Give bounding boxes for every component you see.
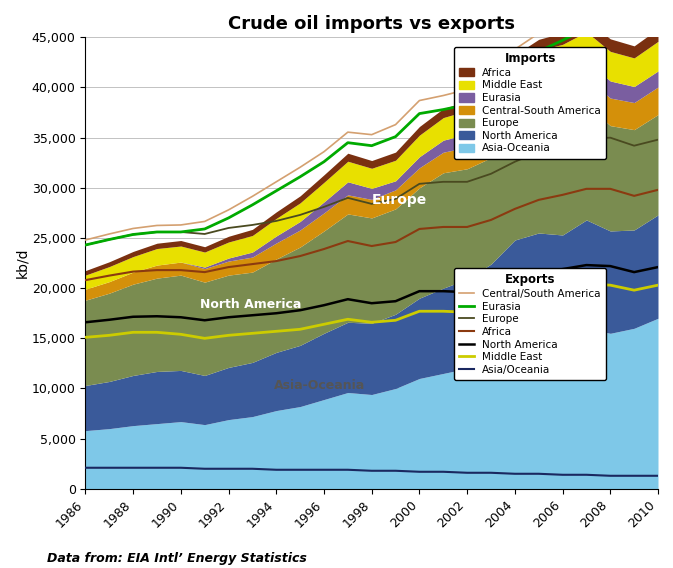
Text: Europe: Europe — [371, 193, 427, 207]
Title: Crude oil imports vs exports: Crude oil imports vs exports — [228, 15, 516, 33]
Y-axis label: kb/d: kb/d — [15, 248, 29, 278]
Legend: Central/South America, Eurasia, Europe, Africa, North America, Middle East, Asia: Central/South America, Eurasia, Europe, … — [454, 268, 606, 380]
Text: Asia-Oceania: Asia-Oceania — [275, 379, 365, 392]
Text: Data from: EIA Intl’ Energy Statistics: Data from: EIA Intl’ Energy Statistics — [47, 552, 307, 565]
Text: North America: North America — [200, 298, 302, 311]
